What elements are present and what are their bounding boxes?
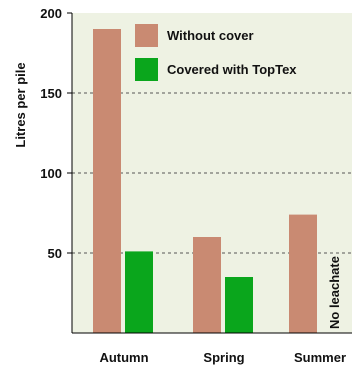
legend-label: Without cover xyxy=(167,28,254,43)
x-tick-label: Summer xyxy=(294,350,346,365)
y-tick-label: 50 xyxy=(48,246,62,261)
y-axis-title: Litres per pile xyxy=(13,62,28,147)
x-tick-label: Autumn xyxy=(99,350,148,365)
legend-swatch xyxy=(135,58,158,81)
bar xyxy=(289,214,317,333)
annotations: No leachate xyxy=(327,256,342,329)
legend-swatch xyxy=(135,24,158,47)
y-tick-label: 200 xyxy=(40,6,62,21)
bar xyxy=(93,29,121,333)
legend-label: Covered with TopTex xyxy=(167,62,297,77)
y-axis-ticks: 50 100 150 200 xyxy=(40,6,72,261)
bar xyxy=(193,237,221,333)
bars xyxy=(93,29,317,333)
bar xyxy=(225,277,253,333)
x-tick-label: Spring xyxy=(203,350,244,365)
y-tick-label: 150 xyxy=(40,86,62,101)
bar xyxy=(125,251,153,333)
legend: Without cover Covered with TopTex xyxy=(135,24,297,81)
annotation-label: No leachate xyxy=(327,256,342,329)
x-axis-ticks: Autumn Spring Summer xyxy=(99,350,346,365)
y-tick-label: 100 xyxy=(40,166,62,181)
